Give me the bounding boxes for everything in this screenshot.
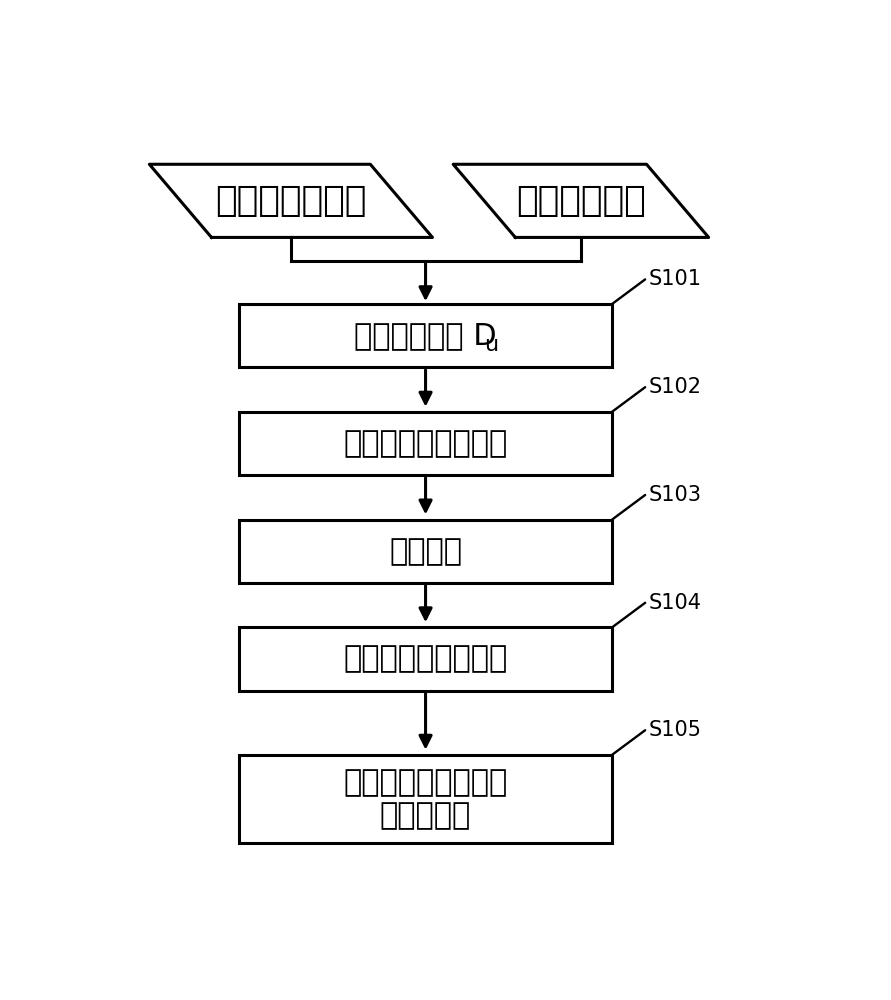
Text: 计算最高故障隔离率: 计算最高故障隔离率 [343, 645, 508, 674]
Bar [239, 304, 612, 367]
Text: 构建依赖矩阵 D: 构建依赖矩阵 D [355, 321, 497, 350]
Text: 测试信息数据库: 测试信息数据库 [216, 184, 366, 218]
Text: u: u [485, 335, 498, 355]
Bar [239, 755, 612, 843]
Text: S104: S104 [649, 593, 701, 613]
Text: 电路器件信息: 电路器件信息 [516, 184, 646, 218]
Bar [239, 412, 612, 475]
Text: S103: S103 [649, 485, 701, 505]
Bar [239, 627, 612, 691]
Text: S105: S105 [649, 720, 701, 740]
Text: 计算最高故障检测率: 计算最高故障检测率 [343, 429, 508, 458]
Bar [239, 520, 612, 583]
Text: 计算当前测试选择的
故障隔离率: 计算当前测试选择的 故障隔离率 [343, 768, 508, 830]
Text: S102: S102 [649, 377, 701, 397]
Text: S101: S101 [649, 269, 701, 289]
Text: 重构矩阵: 重构矩阵 [389, 537, 462, 566]
